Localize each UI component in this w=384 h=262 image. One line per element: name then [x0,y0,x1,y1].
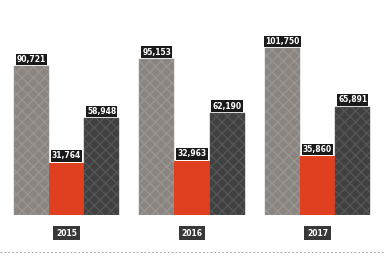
Text: 90,721: 90,721 [17,55,46,64]
Bar [139,59,174,215]
Bar [210,113,245,215]
Text: 95,153: 95,153 [142,48,171,57]
Text: 62,190: 62,190 [213,102,242,111]
Text: 2017: 2017 [307,228,328,238]
Bar [174,161,210,215]
Text: 58,948: 58,948 [87,107,116,116]
Bar [335,107,370,215]
Text: 101,750: 101,750 [265,37,300,46]
Bar [84,118,119,215]
Text: 35,860: 35,860 [303,145,332,154]
Text: 31,764: 31,764 [52,151,81,160]
Text: 32,963: 32,963 [177,149,207,159]
Text: 2016: 2016 [182,228,202,238]
Bar [49,163,84,215]
Bar [265,48,300,215]
Bar [14,66,49,215]
Text: 2015: 2015 [56,228,77,238]
Text: 65,891: 65,891 [338,95,367,105]
Bar [300,156,335,215]
